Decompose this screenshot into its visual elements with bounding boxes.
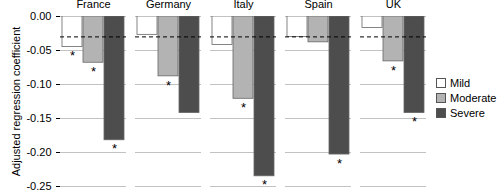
svg-text:-0.05: -0.05 [26, 44, 51, 56]
svg-text:*: * [262, 177, 267, 192]
svg-text:*: * [337, 156, 342, 171]
svg-text:*: * [391, 63, 396, 78]
svg-text:0.00: 0.00 [30, 10, 51, 22]
svg-text:-0.20: -0.20 [26, 146, 51, 158]
svg-text:-0.10: -0.10 [26, 78, 51, 90]
svg-text:Spain: Spain [304, 0, 332, 10]
svg-text:France: France [76, 0, 110, 10]
html-text:Mild: Mild [450, 77, 471, 89]
svg-text:Italy: Italy [233, 0, 254, 10]
svg-text:Adjusted regression coefficien: Adjusted regression coefficient [10, 27, 22, 177]
svg-text:*: * [412, 114, 417, 129]
svg-text:*: * [70, 48, 75, 63]
svg-text:-0.15: -0.15 [26, 112, 51, 124]
html-text:Moderate: Moderate [450, 92, 497, 104]
svg-text:*: * [112, 141, 117, 156]
svg-text:*: * [241, 100, 246, 115]
svg-text:*: * [91, 64, 96, 79]
svg-text:*: * [166, 78, 171, 93]
svg-text:Germany: Germany [146, 0, 192, 10]
html-text:Severe: Severe [450, 107, 485, 119]
svg-text:UK: UK [386, 0, 402, 10]
svg-text:-0.25: -0.25 [26, 180, 51, 192]
